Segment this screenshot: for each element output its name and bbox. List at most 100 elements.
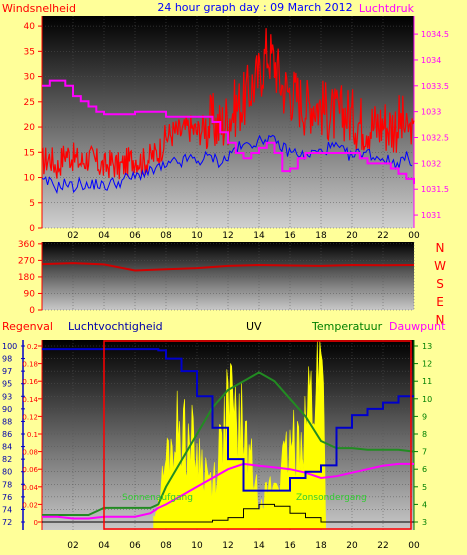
temperature-tick-label: 10: [422, 395, 432, 404]
dewpoint-series-line: [42, 462, 414, 520]
humidity-tick-label: 100: [2, 342, 17, 351]
humidity-tick-label: 78: [2, 480, 12, 489]
compass-letter: W: [434, 259, 446, 273]
temperature-tick-label: 12: [422, 360, 432, 369]
wind-tick-label: 40: [24, 22, 36, 32]
pressure-tick-label: 1031: [421, 211, 441, 220]
rain-series-line: [42, 503, 414, 523]
humidity-tick-label: 95: [2, 380, 12, 389]
temperature-tick-label: 4: [422, 500, 427, 509]
humidity-tick-label: 84: [2, 443, 12, 452]
wind-tick-label: 20: [24, 123, 36, 133]
wind-tick-label: 15: [24, 148, 35, 158]
x-tick-label: 04: [98, 231, 110, 241]
x-tick-label: 20: [346, 541, 358, 551]
rain-tick-label: 0.1: [27, 431, 38, 439]
temperature-series-line: [42, 371, 415, 516]
humidity-tick-label: 76: [2, 493, 12, 502]
direction-tick-label: 180: [18, 273, 35, 283]
wind-axis: 0 5 10 15 20 25 30 35 40: [24, 16, 43, 234]
wind-tick-label: 10: [24, 174, 36, 184]
temperature-axis: 3 4 5 6 7 8 9 10 11 12 13: [413, 340, 432, 530]
rain-tick-label: 0.06: [22, 466, 38, 474]
pressure-series-line: [42, 79, 415, 184]
direction-tick-label: 0: [29, 306, 35, 316]
direction-axis: 0 90 180 270 360: [18, 240, 43, 316]
humidity-tick-label: 97: [2, 367, 12, 376]
wind-tick-label: 30: [24, 73, 36, 83]
right-label-pressure: Luchtdruk: [359, 2, 415, 15]
rain-tick-label: 0.12: [22, 413, 38, 421]
x-tick-label: 10: [191, 231, 203, 241]
rain-tick-label: 0.04: [22, 484, 38, 492]
compass-letter: S: [436, 277, 444, 291]
x-tick-label: 04: [98, 541, 110, 551]
label-rain: Regenval: [2, 320, 53, 333]
temperature-tick-label: 6: [422, 465, 427, 474]
temperature-tick-label: 8: [422, 430, 427, 439]
pressure-axis: 1031 1031.5 1032 1032.5 1033 1033.5 1034 1034.5: [413, 16, 449, 228]
rain-tick-label: 0: [34, 519, 38, 527]
wind-tick-label: 35: [24, 47, 35, 57]
pressure-tick-label: 1034.5: [421, 30, 449, 39]
wind-tick-label: 0: [29, 224, 35, 234]
x-tick-label: 00: [408, 541, 420, 551]
x-tick-label: 06: [129, 231, 141, 241]
label-temperature: Temperatuur: [311, 320, 383, 333]
x-tick-label: 02: [67, 541, 78, 551]
temperature-tick-label: 5: [422, 483, 427, 492]
humidity-tick-label: 88: [2, 417, 12, 426]
x-tick-label: 00: [408, 231, 420, 241]
x-tick-label: 22: [377, 231, 388, 241]
humidity-tick-label: 98: [2, 355, 12, 364]
direction-tick-label: 90: [24, 289, 36, 299]
rain-tick-label: 0.14: [22, 396, 38, 404]
x-tick-label: 18: [315, 541, 327, 551]
temperature-tick-label: 3: [422, 518, 427, 527]
label-humidity: Luchtvochtigheid: [68, 320, 163, 333]
label-uv: UV: [246, 320, 262, 333]
temperature-tick-label: 13: [422, 342, 432, 351]
humidity-tick-label: 72: [2, 518, 12, 527]
humidity-axis: 72 74 76 78 80 82 84 86 88 90 93 95 97 98 100: [2, 340, 25, 530]
x-tick-label: 06: [129, 541, 141, 551]
temperature-tick-label: 7: [422, 448, 427, 457]
x-tick-label: 16: [284, 231, 296, 241]
page-title: 24 hour graph day : 09 March 2012: [157, 1, 352, 14]
x-tick-label: 14: [253, 541, 265, 551]
humidity-series-line: [42, 348, 414, 492]
x-tick-label: 12: [222, 231, 233, 241]
wind-tick-label: 5: [29, 199, 35, 209]
rain-axis: 0 0.02 0.04 0.06 0.08 0.1 0.12 0.14 0.16 0.18 0.2: [22, 340, 43, 530]
pressure-tick-label: 1031.5: [421, 185, 449, 194]
temperature-tick-label: 9: [422, 412, 427, 421]
x-tick-label: 22: [377, 541, 388, 551]
humidity-tick-label: 82: [2, 455, 12, 464]
humidity-tick-label: 93: [2, 392, 12, 401]
pressure-tick-label: 1034: [421, 56, 441, 65]
direction-series-line: [41, 262, 415, 272]
x-tick-label: 18: [315, 231, 327, 241]
pressure-tick-label: 1032: [421, 159, 441, 168]
temperature-tick-label: 11: [422, 377, 432, 386]
annotation-sunset: Zonsondergang: [296, 493, 367, 503]
compass-letter: E: [436, 295, 444, 309]
compass-letter: N: [436, 313, 445, 327]
gust-series-line: [41, 28, 415, 180]
rain-tick-label: 0.16: [22, 378, 38, 386]
x-axis-humidity: 02 04 06 08 10 12 14 16 18 20 22 00: [67, 541, 420, 551]
humidity-tick-label: 86: [2, 430, 12, 439]
x-tick-label: 12: [222, 541, 233, 551]
wind-tick-label: 25: [24, 98, 35, 108]
x-tick-label: 08: [160, 541, 172, 551]
pressure-tick-label: 1032.5: [421, 134, 449, 143]
x-axis-wind: 02 04 06 08 10 12 14 16 18 20 22 00: [67, 231, 420, 241]
compass-letter: N: [436, 241, 445, 255]
rain-tick-label: 0.2: [27, 343, 38, 351]
pressure-tick-label: 1033.5: [421, 82, 449, 91]
x-tick-label: 16: [284, 541, 296, 551]
label-dewpoint: Dauwpunt: [389, 320, 446, 333]
humidity-tick-label: 80: [2, 468, 12, 477]
daylight-box: [103, 340, 412, 530]
